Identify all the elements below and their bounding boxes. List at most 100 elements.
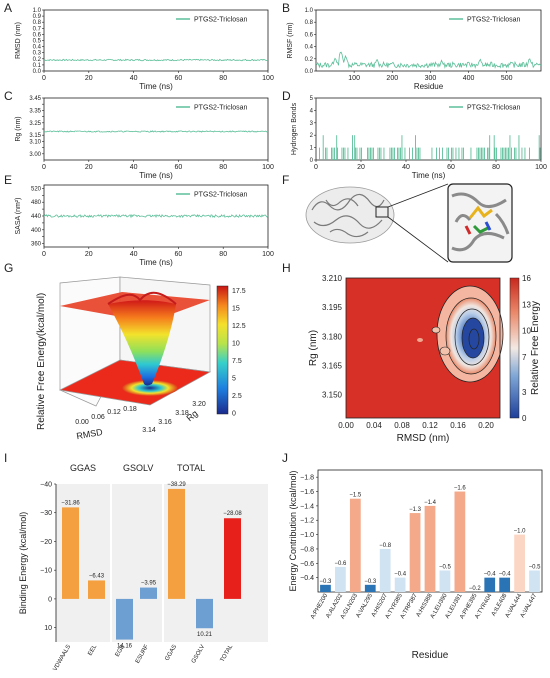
d-hbond-bar [452,147,454,160]
d-hbond-spike [352,135,353,160]
d-hbond-bar [343,147,344,160]
d-hbond-bar [359,147,361,160]
j-ytick-label: −0.8 [300,546,314,553]
h-ytick-label: 3.165 [322,362,343,371]
j-bar-label: −0.6 [334,561,347,567]
j-bar [499,577,511,592]
d-hbond-bar [539,147,541,160]
c-ytick-label: 3.35 [29,108,41,114]
j-bar-label: −0.5 [529,564,542,570]
j-bar-label: −0.3 [320,579,333,585]
i-category-label: ESURF [135,644,151,665]
d-hbond-bar [479,147,481,160]
d-xtick-label: 40 [402,164,410,171]
e-ytick-label: 400 [31,228,42,234]
d-hbond-bar [458,147,460,160]
j-bar-label: −1.0 [514,529,527,535]
panel-label-b: B [282,1,290,15]
j-bar-label: −0.3 [364,579,377,585]
d-hbond-bar [461,147,463,160]
d-hbond-bar [502,147,503,160]
i-ylabel: Binding Energy (kcal/mol) [18,512,28,615]
d-hbond-bar [412,147,413,160]
d-hbond-bar [325,147,326,160]
panel-label-c: C [4,89,13,103]
d-hbond-bar [439,147,440,160]
d-hbond-bar [448,147,449,160]
j-ytick-label: −0.4 [300,575,314,582]
h-colorbar-tick-label: 0 [522,414,527,423]
d-hbond-spike [518,135,520,160]
d-ytick-label: 0 [310,158,314,164]
h-xtick-label: 0.16 [450,421,466,430]
d-hbond-bar [419,147,421,160]
b-ytick-label: 0.2 [305,57,314,63]
i-bar [88,580,105,599]
d-legend-label: PTGS2-Triclosan [467,105,521,112]
d-hbond-bar [392,147,394,160]
j-bar [349,498,361,592]
a-ytick-label: 0.1 [33,63,42,69]
j-bar [439,570,451,592]
b-xtick-label: 500 [501,75,513,82]
g-xtick-label: 0.12 [107,409,121,416]
i-bar [196,598,213,629]
i-ytick-label: −20 [40,539,52,546]
c-ytick-label: 3.45 [29,96,41,102]
d-hbond-bar [397,147,398,160]
a-ytick-label: 1.0 [33,8,42,14]
g-ytick-label: 3.16 [158,419,172,426]
e-xtick-label: 80 [219,251,227,258]
h-colorbar-tick-label: 10 [522,327,531,336]
i-bar-label: −38.29 [167,482,186,488]
j-bar-label: −0.8 [379,543,392,549]
h-colorbar [509,277,520,419]
b-ytick-label: 1.0 [305,8,314,14]
j-bar [409,513,421,592]
d-hbond-bar [524,147,526,160]
d-hbond-bar [470,147,472,160]
b-ylabel: RMSF (nm) [287,22,294,58]
h-xtick-label: 0.20 [478,421,494,430]
j-bar-label: −1.4 [424,500,437,506]
a-xlabel: Time (ns) [139,82,173,91]
a-xtick-label: 100 [262,75,274,82]
j-bar [514,534,525,592]
e-series-line [43,213,269,219]
e-xtick-label: 40 [130,251,138,258]
a-ytick-label: 0.8 [33,20,42,26]
b-series-line [315,51,542,70]
e-ytick-label: 480 [31,200,42,206]
d-hbond-bar [418,147,419,160]
e-xtick-label: 0 [42,251,46,258]
h-colorbar-tick-label: 13 [522,300,531,309]
d-hbond-bar [380,147,382,160]
d-hbond-bar [355,147,356,160]
d-xtick-label: 20 [357,164,365,171]
a-ytick-label: 0.3 [33,51,42,57]
b-ytick-label: 0.4 [305,45,314,51]
a-series-line [43,58,269,62]
h-ytick-label: 3.210 [322,274,343,283]
d-hbond-bar [442,147,443,160]
j-bar [335,566,346,592]
d-hbond-bar [478,147,479,160]
panel-label-j: J [282,451,288,465]
i-category-label: TOTAL [220,643,235,663]
d-xlabel: Time (ns) [412,171,446,180]
d-hbond-spike [401,135,403,160]
j-bar [484,577,496,592]
g-colorbar-tick-label: 0 [232,411,236,418]
a-xtick-label: 80 [219,75,227,82]
b-ytick-label: 0.0 [305,69,314,75]
g-ytick-label: 3.14 [142,427,156,434]
d-hbond-bar [446,147,448,160]
d-hbond-bar [389,147,391,160]
h-colorbar-tick-label: 3 [522,388,527,397]
d-hbond-bar [379,147,380,160]
h-colorbar-tick-label: 16 [522,274,531,283]
j-ytick-label: −1.6 [300,489,314,496]
c-xtick-label: 20 [85,164,93,171]
h-ytick-label: 3.150 [322,391,343,400]
a-ytick-label: 0.9 [33,14,42,20]
